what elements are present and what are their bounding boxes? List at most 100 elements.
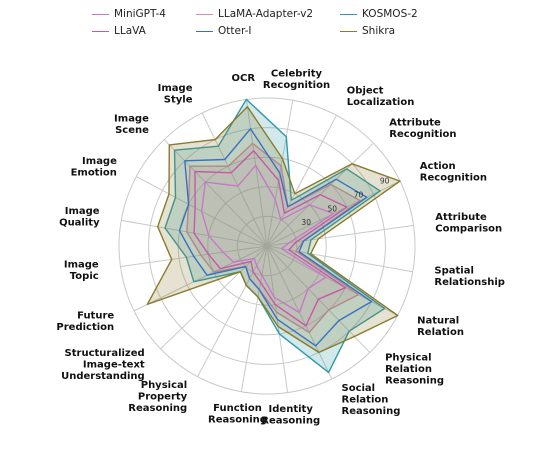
grid-spoke: [266, 224, 414, 247]
category-label-line: Quality: [59, 218, 100, 229]
category-label-line: Relation: [417, 327, 464, 338]
category-label: Future Prediction: [56, 310, 114, 333]
legend-item-llava: LLaVA: [92, 24, 146, 38]
radial-tick-label: 90: [380, 177, 390, 186]
category-label: Image Emotion: [71, 156, 118, 179]
radial-tick-labels: 30 50 70 90: [301, 177, 389, 228]
radial-tick-label: 50: [328, 204, 338, 213]
radial-tick-label: 30: [301, 218, 311, 227]
grid-spoke: [266, 115, 337, 247]
grid-circle: [148, 127, 386, 365]
category-label: Natural Relation: [417, 316, 464, 339]
category-label-line: Attribute: [435, 212, 487, 223]
grid-spoke: [266, 245, 413, 273]
category-label: Function Reasoning: [208, 403, 267, 426]
category-label-line: Image: [65, 206, 100, 217]
grid-spoke: [133, 245, 268, 312]
category-label-line: OCR: [232, 73, 256, 84]
category-label-line: Image: [82, 156, 117, 167]
legend-label: MiniGPT-4: [114, 8, 166, 20]
category-label: Physical Relation Reasoning: [385, 352, 444, 386]
category-label: Identity Reasoning: [261, 404, 320, 427]
series-otter-i: [178, 128, 373, 347]
category-label: Celebrity Recognition: [263, 68, 330, 91]
legend-swatch: [92, 13, 109, 15]
category-label-line: Action: [420, 161, 456, 172]
radar-grid: [118, 97, 416, 395]
category-label-line: Emotion: [71, 167, 117, 178]
legend-label: Shikra: [362, 25, 396, 37]
category-label-line: Relation: [342, 394, 389, 405]
category-label: Object Localization: [347, 86, 415, 109]
category-label-line: Localization: [347, 97, 415, 108]
category-label-line: Spatial: [434, 265, 474, 276]
category-label-line: Image: [64, 259, 99, 270]
legend-item-shikra: Shikra: [340, 24, 395, 38]
category-label: Image Topic: [64, 259, 99, 282]
category-label-line: Prediction: [56, 322, 114, 333]
legend-swatch: [92, 30, 109, 32]
category-label-line: Image: [158, 83, 193, 94]
category-label-line: Reasoning: [128, 403, 187, 414]
category-label-line: Physical: [385, 352, 431, 363]
category-label-line: Property: [138, 392, 188, 403]
grid-circle: [118, 97, 416, 395]
category-label-line: Understanding: [61, 371, 145, 382]
category-label-line: Future: [77, 310, 114, 321]
category-label: Image Scene: [114, 114, 149, 137]
category-label-line: Attribute: [389, 118, 441, 129]
grid-spoke: [201, 112, 268, 247]
grid-spoke: [160, 245, 268, 350]
legend-swatch: [196, 30, 213, 32]
category-label-line: Recognition: [420, 173, 487, 184]
category-label-line: Relation: [385, 364, 432, 375]
category-label-line: Physical: [141, 380, 187, 391]
category-label-line: Reasoning: [385, 375, 444, 386]
category-label-line: Reasoning: [342, 406, 401, 417]
category-label: Physical Property Reasoning: [128, 380, 187, 414]
category-label: Structuralized Image-text Understanding: [61, 348, 145, 382]
category-label-line: Function: [213, 403, 262, 414]
category-label-line: Recognition: [263, 80, 330, 91]
category-label-line: Celebrity: [271, 68, 323, 79]
category-label: Image Style: [158, 83, 193, 106]
legend-swatch: [340, 30, 357, 32]
series-minigpt-4: [200, 164, 335, 314]
category-label: Action Recognition: [420, 161, 487, 184]
grid-spoke: [245, 99, 268, 247]
grid-spoke: [240, 245, 268, 392]
category-label: Image Quality: [59, 206, 100, 229]
category-label-line: Object: [347, 86, 384, 97]
category-label-line: Reasoning: [208, 415, 267, 426]
category-label: OCR: [232, 73, 256, 84]
category-label-line: Topic: [70, 271, 99, 282]
legend-item-llama-adapter-v2: LLaMA-Adapter-v2: [196, 7, 313, 21]
category-label-line: Social: [342, 383, 376, 394]
category-label-line: Structuralized: [65, 348, 145, 359]
category-label-line: Image-text: [83, 360, 145, 371]
series-llava: [193, 149, 348, 327]
category-label-line: Comparison: [435, 224, 502, 235]
grid-spoke: [163, 139, 268, 247]
category-label: Attribute Recognition: [389, 118, 456, 141]
category-label-line: Recognition: [389, 129, 456, 140]
category-label-line: Relationship: [434, 277, 505, 288]
legend-label: Otter-I: [218, 25, 252, 37]
legend-label: KOSMOS-2: [362, 8, 418, 20]
legend-label: LLaVA: [114, 25, 146, 37]
legend-item-otter-i: Otter-I: [196, 24, 252, 38]
legend: MiniGPT-4 LLaMA-Adapter-v2 KOSMOS-2 LLaV…: [0, 0, 533, 46]
grid-circle: [236, 215, 298, 277]
category-label: Spatial Relationship: [434, 265, 505, 288]
category-label-line: Natural: [417, 316, 459, 327]
legend-item-kosmos2: KOSMOS-2: [340, 7, 418, 21]
grid-circle: [207, 186, 327, 306]
category-label-line: Reasoning: [261, 416, 320, 427]
grid-spoke: [266, 245, 398, 316]
category-label: Attribute Comparison: [435, 212, 502, 235]
category-label-line: Scene: [115, 125, 149, 136]
legend-label: LLaMA-Adapter-v2: [218, 8, 314, 20]
radial-tick-label: 70: [354, 190, 364, 199]
